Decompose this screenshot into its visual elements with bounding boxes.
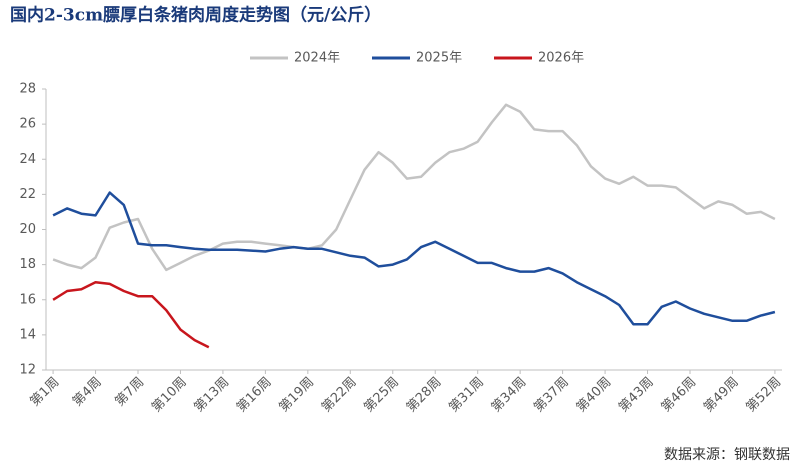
y-tick-label: 14 (19, 327, 36, 342)
x-tick-label: 第52周 (744, 375, 785, 416)
x-tick-label: 第49周 (701, 375, 742, 416)
y-tick-label: 22 (19, 187, 36, 202)
y-tick-label: 28 (19, 82, 36, 97)
legend-label: 2025年 (416, 51, 462, 66)
x-tick-label: 第37周 (531, 375, 572, 416)
x-tick-label: 第46周 (659, 375, 700, 416)
x-tick-label: 第40周 (574, 375, 615, 416)
x-tick-label: 第31周 (446, 375, 487, 416)
x-tick-label: 第10周 (149, 375, 190, 416)
series-line (52, 191, 776, 326)
x-tick-label: 第25周 (361, 375, 402, 416)
x-tick-label: 第4周 (70, 375, 105, 410)
y-tick-label: 26 (19, 117, 36, 132)
series-line (52, 103, 776, 272)
x-tick-label: 第43周 (616, 375, 657, 416)
y-tick-label: 16 (19, 292, 36, 307)
x-tick-label: 第1周 (28, 375, 63, 410)
legend-label: 2026年 (538, 51, 584, 66)
x-tick-label: 第7周 (112, 375, 147, 410)
source-note: 数据来源：钢联数据 (664, 447, 790, 463)
x-tick-label: 第16周 (234, 375, 275, 416)
y-tick-label: 12 (19, 363, 36, 378)
series-line (52, 280, 210, 349)
x-tick-label: 第22周 (319, 375, 360, 416)
x-tick-label: 第13周 (192, 375, 233, 416)
legend-label: 2024年 (294, 51, 340, 66)
chart-title: 国内2-3cm膘厚白条猪肉周度走势图（元/公斤） (10, 5, 381, 26)
y-tick-label: 20 (19, 222, 36, 237)
y-tick-label: 24 (19, 152, 36, 167)
x-tick-label: 第19周 (276, 375, 317, 416)
x-tick-label: 第34周 (489, 375, 530, 416)
y-tick-label: 18 (19, 257, 36, 272)
x-tick-label: 第28周 (404, 375, 445, 416)
